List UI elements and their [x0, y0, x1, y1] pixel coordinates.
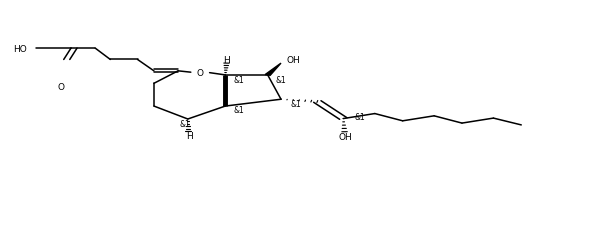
Text: OH: OH — [286, 55, 300, 64]
Text: H: H — [185, 131, 192, 140]
Text: O: O — [196, 69, 204, 78]
Text: O: O — [57, 83, 64, 92]
Text: H: H — [223, 56, 230, 65]
Text: HO: HO — [13, 44, 26, 53]
Text: &1: &1 — [275, 76, 286, 85]
Text: &1: &1 — [233, 76, 244, 85]
Text: &1: &1 — [355, 113, 365, 122]
Text: &1: &1 — [291, 99, 302, 108]
Polygon shape — [265, 64, 281, 76]
Text: OH: OH — [339, 132, 353, 141]
Text: &1: &1 — [233, 106, 244, 114]
Text: &1: &1 — [179, 120, 190, 129]
